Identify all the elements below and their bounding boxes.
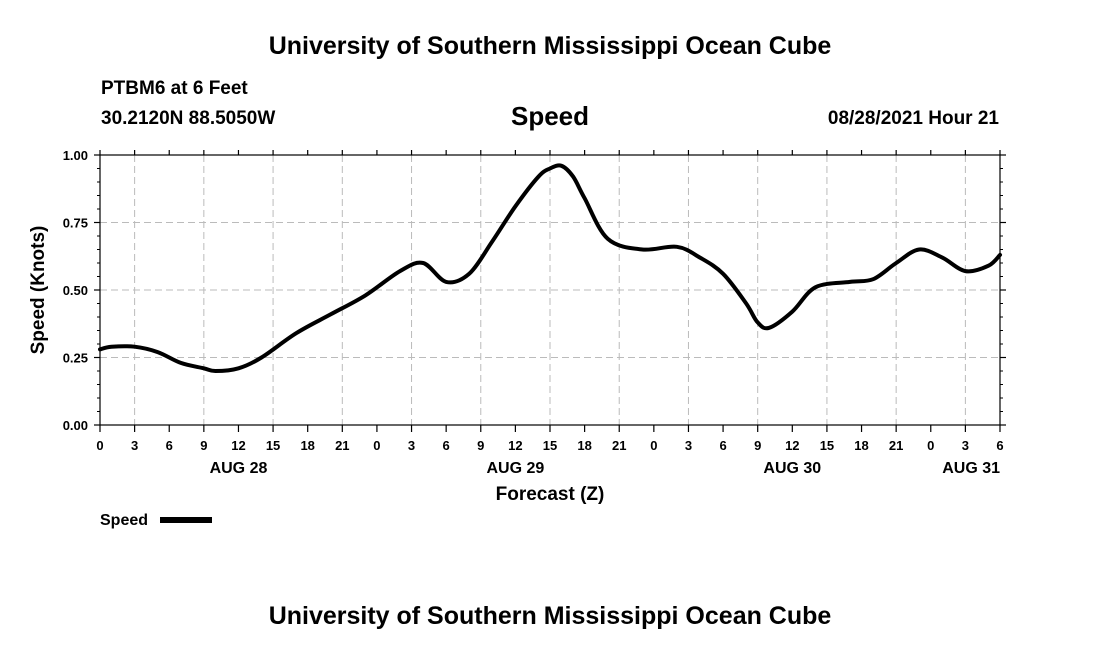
x-tick-label: 18 [854, 438, 868, 453]
y-tick-label: 0.50 [63, 283, 88, 298]
chart-title: Speed [511, 101, 589, 131]
bottom-title: University of Southern Mississippi Ocean… [269, 602, 832, 630]
station-label: PTBM6 at 6 Feet [101, 78, 248, 99]
x-tick-label: 18 [300, 438, 314, 453]
x-tick-label: 6 [719, 438, 726, 453]
x-tick-label: 12 [508, 438, 522, 453]
x-date-label: AUG 31 [942, 460, 1000, 477]
x-tick-label: 3 [408, 438, 415, 453]
x-tick-label: 6 [996, 438, 1003, 453]
x-tick-label: 0 [373, 438, 380, 453]
x-tick-label: 9 [200, 438, 207, 453]
x-tick-label: 12 [231, 438, 245, 453]
y-axis-label: Speed (Knots) [28, 226, 49, 355]
x-tick-label: 21 [335, 438, 349, 453]
coordinates-label: 30.2120N 88.5050W [101, 108, 275, 129]
x-tick-label: 9 [754, 438, 761, 453]
x-tick-label: 0 [96, 438, 103, 453]
legend-label: Speed [100, 512, 148, 529]
x-date-label: AUG 28 [210, 460, 268, 477]
y-tick-label: 0.75 [63, 216, 88, 231]
x-date-label: AUG 30 [763, 460, 821, 477]
x-tick-label: 0 [927, 438, 934, 453]
speed-series-line [98, 163, 1002, 373]
x-tick-label: 6 [166, 438, 173, 453]
x-tick-label: 3 [962, 438, 969, 453]
x-tick-label: 21 [889, 438, 903, 453]
x-tick-label: 18 [577, 438, 591, 453]
y-tick-label: 1.00 [63, 148, 88, 163]
x-tick-label: 9 [477, 438, 484, 453]
y-tick-label: 0.25 [63, 351, 88, 366]
x-tick-label: 3 [685, 438, 692, 453]
grid [100, 155, 1000, 425]
x-tick-label: 6 [443, 438, 450, 453]
x-tick-label: 15 [543, 438, 557, 453]
legend-swatch [160, 517, 212, 523]
datetime-label: 08/28/2021 Hour 21 [828, 108, 1000, 129]
x-tick-label: 12 [785, 438, 799, 453]
plot-frame [99, 154, 1001, 426]
x-tick-label: 21 [612, 438, 626, 453]
x-tick-label: 15 [266, 438, 280, 453]
x-axis-label: Forecast (Z) [496, 484, 605, 505]
top-title: University of Southern Mississippi Ocean… [269, 32, 832, 60]
x-tick-label: 15 [820, 438, 834, 453]
x-tick-label: 0 [650, 438, 657, 453]
y-tick-label: 0.00 [63, 418, 88, 433]
axis-ticks: 0.00 0.25 0.50 0.75 1.00 0 3 6 9 12 15 18 21 0 3 6 9 12 15… [63, 148, 1006, 477]
x-tick-label: 3 [131, 438, 138, 453]
x-date-label: AUG 29 [486, 460, 544, 477]
